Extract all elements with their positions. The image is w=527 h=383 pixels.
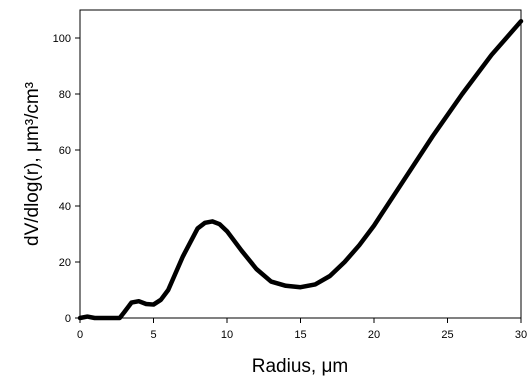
x-tick-label: 25: [441, 329, 453, 341]
y-tick-label: 40: [59, 201, 71, 213]
x-tick-label: 5: [150, 329, 156, 341]
plot-frame: [79, 9, 522, 319]
y-tick-label: 0: [65, 313, 71, 325]
x-tick-label: 10: [221, 329, 233, 341]
y-tick-label: 100: [53, 33, 71, 45]
y-axis-label: dV/dlog(r), μm³/cm³: [22, 82, 43, 246]
y-tick-label: 20: [59, 257, 71, 269]
y-tick-label: 60: [59, 145, 71, 157]
x-axis-label: Radius, μm: [252, 356, 348, 377]
x-tick-label: 20: [368, 329, 380, 341]
y-tick-label: 80: [59, 89, 71, 101]
x-tick-label: 30: [515, 329, 527, 341]
data-line: [77, 18, 524, 321]
x-tick-label: 0: [77, 329, 83, 341]
x-tick-label: 15: [294, 329, 306, 341]
